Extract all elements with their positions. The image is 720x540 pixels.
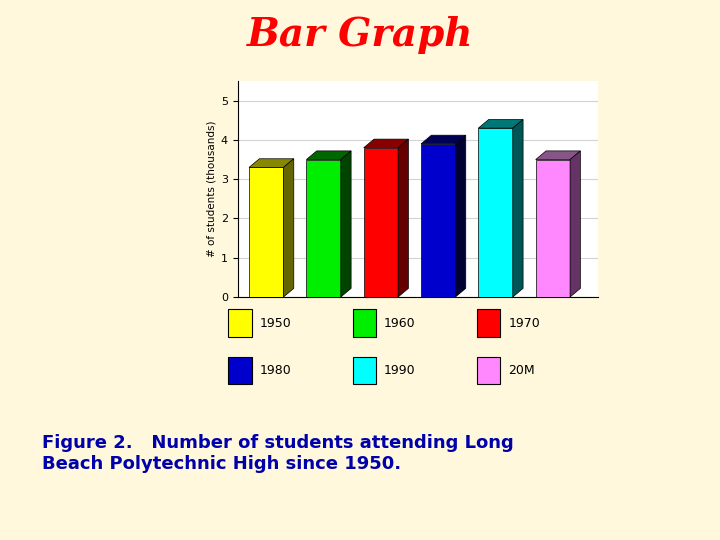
Text: 1970: 1970 [508,316,540,329]
FancyBboxPatch shape [477,357,500,384]
Text: 20M: 20M [508,364,535,377]
Polygon shape [570,151,580,297]
Polygon shape [284,159,294,297]
Polygon shape [536,159,570,297]
Polygon shape [307,151,351,159]
FancyBboxPatch shape [228,357,251,384]
Polygon shape [307,159,341,297]
Polygon shape [398,139,408,297]
Polygon shape [421,144,456,297]
Polygon shape [364,148,398,297]
Polygon shape [364,139,408,148]
Text: Figure 2.   Number of students attending Long
Beach Polytechnic High since 1950.: Figure 2. Number of students attending L… [42,434,514,473]
Text: Bar Graph: Bar Graph [247,16,473,54]
FancyBboxPatch shape [477,309,500,337]
Text: 1950: 1950 [259,316,291,329]
Text: 1960: 1960 [384,316,415,329]
FancyBboxPatch shape [353,357,376,384]
FancyBboxPatch shape [228,309,251,337]
Polygon shape [421,135,466,144]
Polygon shape [456,135,466,297]
Polygon shape [536,151,580,159]
Polygon shape [513,119,523,297]
Text: 1990: 1990 [384,364,415,377]
Polygon shape [478,128,513,297]
Polygon shape [249,167,284,297]
Text: 1980: 1980 [259,364,291,377]
Polygon shape [478,119,523,128]
FancyBboxPatch shape [353,309,376,337]
Y-axis label: # of students (thousands): # of students (thousands) [207,121,217,257]
Polygon shape [341,151,351,297]
Polygon shape [249,159,294,167]
